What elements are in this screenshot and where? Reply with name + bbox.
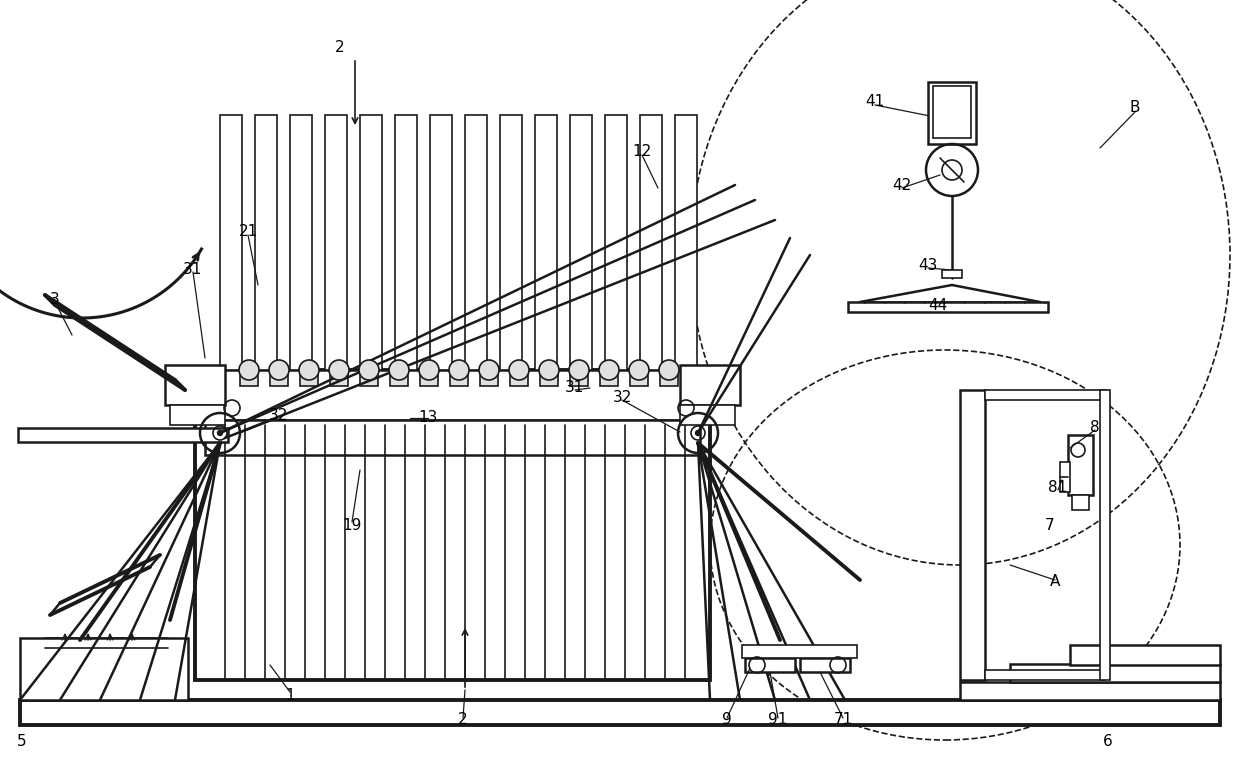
Bar	[745, 658, 795, 672]
Bar	[960, 682, 1220, 700]
Text: 71: 71	[833, 713, 853, 727]
Bar	[742, 645, 857, 658]
Circle shape	[419, 360, 439, 380]
Circle shape	[449, 360, 469, 380]
Text: 9: 9	[722, 713, 732, 727]
Text: 19: 19	[342, 518, 362, 533]
Bar	[396, 115, 417, 370]
Circle shape	[539, 360, 559, 380]
Text: 21: 21	[238, 224, 258, 239]
Bar	[985, 390, 1105, 400]
Bar	[928, 82, 976, 144]
Text: 31: 31	[184, 262, 202, 277]
Bar	[680, 405, 735, 425]
Circle shape	[389, 360, 409, 380]
Bar	[534, 115, 557, 370]
Bar	[360, 370, 378, 386]
Bar	[539, 370, 558, 386]
Bar	[942, 270, 962, 278]
Circle shape	[360, 360, 379, 380]
Bar	[20, 700, 1220, 725]
Bar	[219, 115, 242, 370]
Circle shape	[508, 360, 529, 380]
Text: 42: 42	[893, 178, 911, 192]
Bar	[391, 370, 408, 386]
Bar	[195, 370, 711, 420]
Bar	[500, 115, 522, 370]
Text: 1: 1	[285, 688, 295, 702]
Text: 5: 5	[17, 734, 27, 749]
Bar	[960, 390, 985, 680]
Bar	[675, 115, 697, 370]
Circle shape	[217, 430, 222, 435]
Bar	[430, 115, 453, 370]
Circle shape	[329, 360, 348, 380]
Text: 43: 43	[919, 258, 937, 273]
Text: A: A	[1050, 575, 1060, 590]
Bar	[600, 370, 618, 386]
Circle shape	[696, 430, 701, 435]
Bar	[255, 115, 277, 370]
Bar	[985, 670, 1105, 680]
Bar	[19, 428, 228, 442]
Bar	[680, 365, 740, 405]
Circle shape	[569, 360, 589, 380]
Bar	[241, 370, 258, 386]
Bar	[1100, 390, 1110, 680]
Text: 32: 32	[268, 407, 288, 423]
Bar	[570, 115, 591, 370]
Bar	[290, 115, 312, 370]
Bar	[450, 370, 467, 386]
Text: 12: 12	[632, 144, 652, 160]
Circle shape	[629, 360, 649, 380]
Bar	[1011, 664, 1220, 682]
Text: 31: 31	[565, 381, 585, 395]
Bar	[300, 370, 317, 386]
Bar	[205, 420, 701, 455]
Bar	[420, 370, 438, 386]
Text: 91: 91	[769, 713, 787, 727]
Bar	[630, 370, 649, 386]
Bar	[325, 115, 347, 370]
Circle shape	[599, 360, 619, 380]
Circle shape	[299, 360, 319, 380]
Text: 7: 7	[1045, 518, 1055, 533]
Circle shape	[269, 360, 289, 380]
Bar	[1068, 435, 1092, 495]
Bar	[848, 302, 1048, 312]
Text: B: B	[1130, 100, 1141, 116]
Text: 2: 2	[459, 713, 467, 727]
Text: 44: 44	[929, 297, 947, 312]
Text: 2: 2	[335, 40, 345, 55]
Bar	[640, 115, 662, 370]
Text: 8: 8	[1090, 420, 1100, 435]
Bar	[1070, 645, 1220, 665]
Bar	[330, 370, 348, 386]
Text: 6: 6	[1104, 734, 1112, 749]
Text: 41: 41	[866, 94, 884, 109]
Bar	[360, 115, 382, 370]
Bar	[605, 115, 627, 370]
Bar	[20, 638, 188, 700]
Bar	[800, 658, 849, 672]
Bar	[570, 370, 588, 386]
Circle shape	[658, 360, 680, 380]
Circle shape	[239, 360, 259, 380]
Text: 81: 81	[1048, 480, 1068, 496]
Bar	[932, 86, 971, 138]
Bar	[165, 365, 224, 405]
Bar	[1073, 495, 1089, 510]
Bar	[270, 370, 288, 386]
Bar	[465, 115, 487, 370]
Text: 3: 3	[50, 293, 60, 308]
Bar	[510, 370, 528, 386]
Text: 13: 13	[418, 410, 438, 426]
Circle shape	[479, 360, 498, 380]
Bar	[660, 370, 678, 386]
Text: 32: 32	[613, 391, 631, 406]
Bar	[170, 405, 224, 425]
Bar	[195, 370, 711, 680]
Bar	[480, 370, 498, 386]
Bar	[1060, 462, 1070, 492]
